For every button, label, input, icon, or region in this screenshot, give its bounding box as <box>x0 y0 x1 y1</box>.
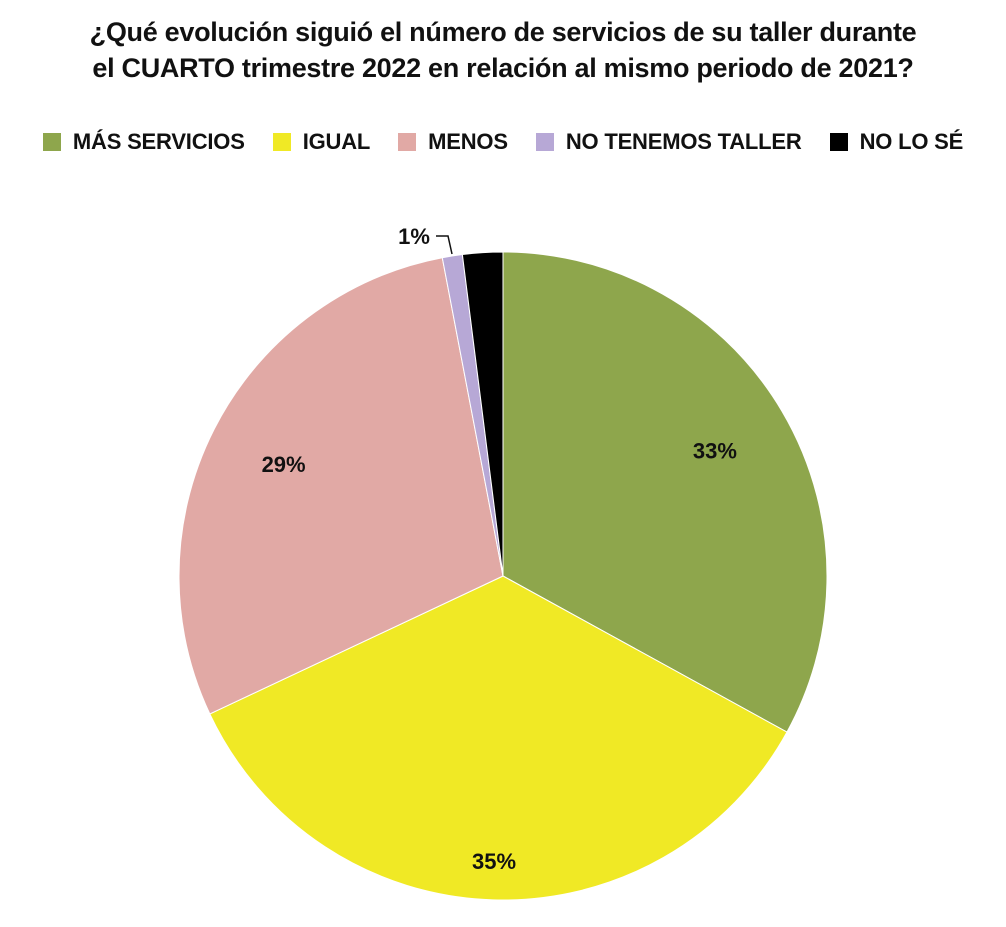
chart-title-line-1: ¿Qué evolución siguió el número de servi… <box>89 17 917 47</box>
chart-title-line-2: el CUARTO trimestre 2022 en relación al … <box>92 53 914 83</box>
data-label-mas-servicios: 33% <box>693 439 737 464</box>
legend-label: MENOS <box>428 129 508 154</box>
legend-item-no-lo-se: NO LO SÉ <box>829 129 964 155</box>
chart-title: ¿Qué evolución siguió el número de servi… <box>0 14 1006 86</box>
legend-swatch <box>42 133 61 151</box>
data-label-menos: 29% <box>262 452 306 477</box>
pie-slice-igual <box>209 575 788 901</box>
pie-slice-menos <box>178 257 504 715</box>
data-label-igual: 35% <box>472 849 516 874</box>
legend-swatch <box>535 133 554 151</box>
legend-label: MÁS SERVICIOS <box>72 129 245 154</box>
legend-label: NO LO SÉ <box>859 129 964 154</box>
legend-swatch <box>829 133 848 151</box>
legend-item-igual: IGUAL <box>272 129 371 155</box>
legend-swatch <box>272 133 291 151</box>
legend-item-mas-servicios: MÁS SERVICIOS <box>42 129 245 155</box>
legend-item-menos: MENOS <box>398 129 508 155</box>
pie-slice-no-lo-se <box>461 251 504 577</box>
leader-line-no-tenemos-taller <box>436 235 453 255</box>
chart-legend: MÁS SERVICIOS IGUAL MENOS NO TENEMOS TAL… <box>0 126 1006 158</box>
legend-label: NO TENEMOS TALLER <box>565 129 802 154</box>
legend-label: IGUAL <box>302 129 371 154</box>
legend-item-no-tenemos-taller: NO TENEMOS TALLER <box>535 129 802 155</box>
legend-swatch <box>398 133 417 151</box>
pie-slice-mas-servicios <box>502 251 828 733</box>
data-label-no-tenemos-taller: 1% <box>398 224 430 249</box>
